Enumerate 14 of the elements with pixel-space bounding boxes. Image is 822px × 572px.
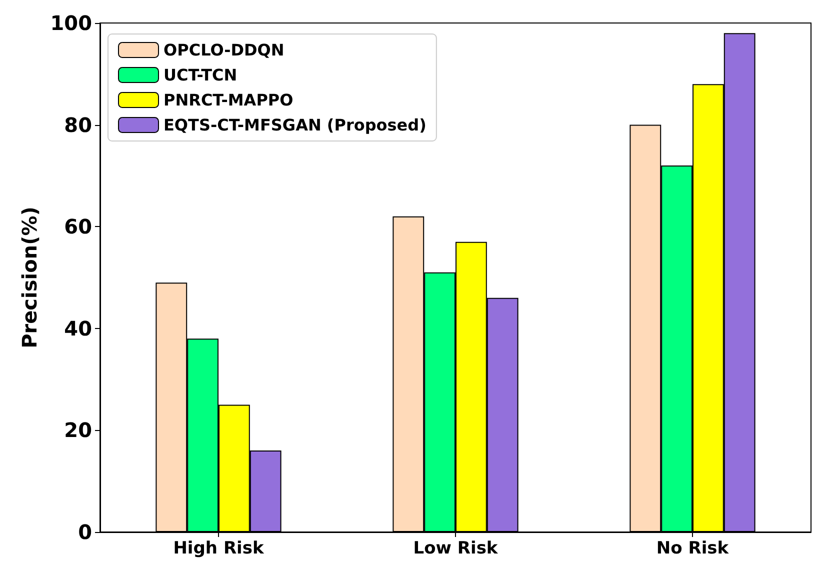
x-tick-label: High Risk: [173, 538, 264, 558]
legend-label: OPCLO-DDQN: [164, 40, 284, 60]
x-tick-label: Low Risk: [413, 538, 498, 558]
y-axis-title: Precision(%): [17, 206, 42, 348]
y-tick-label: 100: [50, 11, 92, 35]
y-tick-label: 20: [64, 418, 92, 442]
y-tick-label: 40: [64, 316, 92, 340]
legend-label: UCT-TCN: [164, 66, 238, 84]
y-tick-label: 0: [78, 520, 92, 544]
y-tick-label: 60: [64, 214, 92, 239]
y-tick-label: 80: [64, 112, 92, 137]
legend-label: EQTS-CT-MFSGAN (Proposed): [164, 116, 426, 134]
legend-label: PNRCT-MAPPO: [164, 90, 294, 110]
x-tick-label: No Risk: [656, 538, 730, 558]
